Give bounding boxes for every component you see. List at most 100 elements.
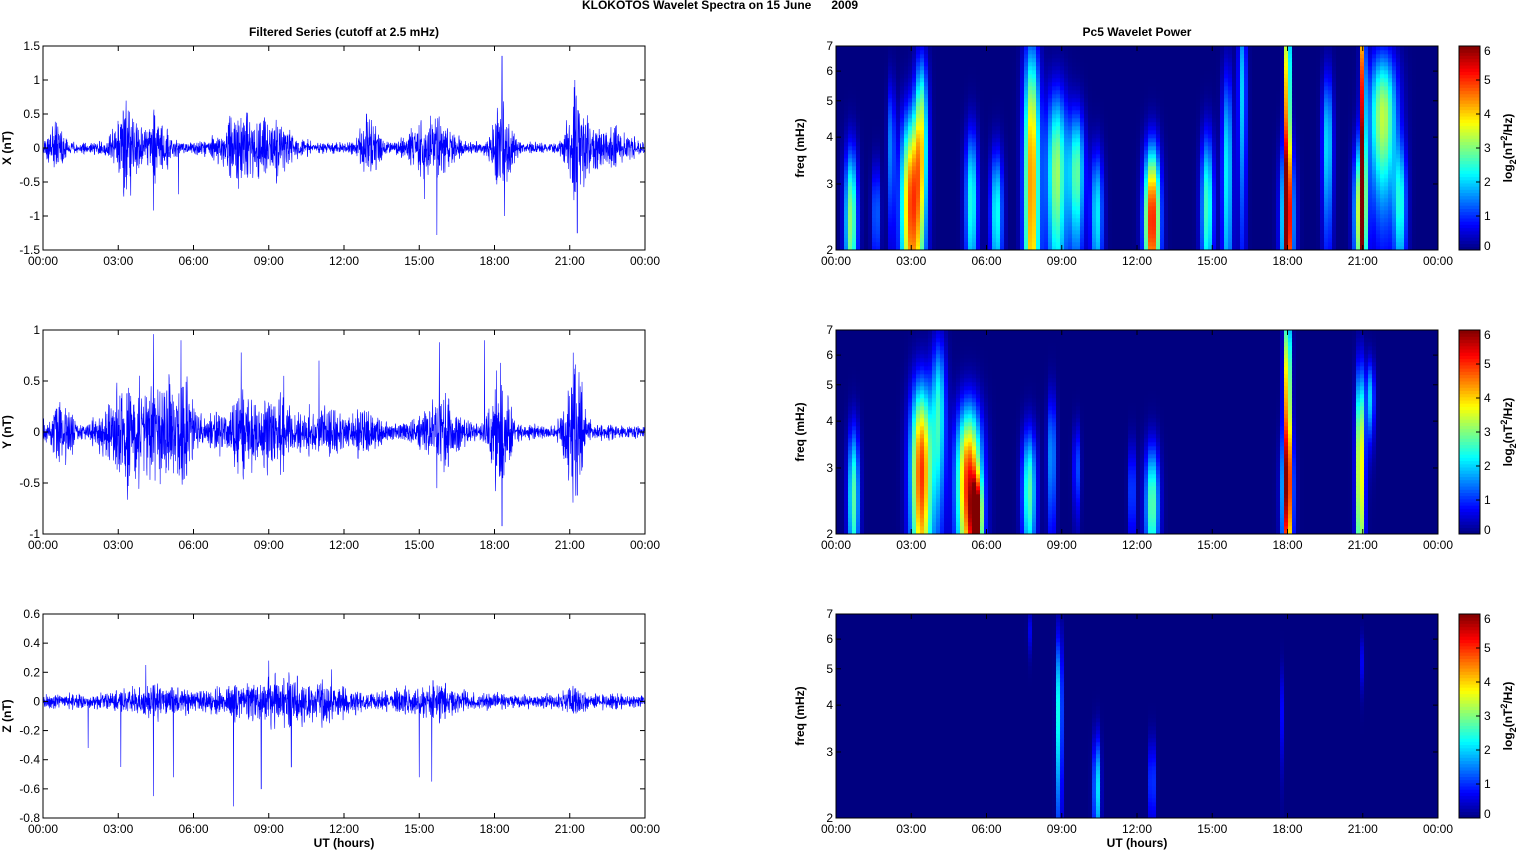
heatmap-cell — [1080, 246, 1085, 251]
heatmap-cell — [1192, 130, 1197, 135]
heatmap-cell — [856, 218, 861, 223]
heatmap-cell — [1108, 126, 1113, 131]
heatmap-cell — [1436, 186, 1439, 191]
heatmap-cell — [1392, 198, 1397, 203]
heatmap-cell — [1296, 198, 1301, 203]
heatmap-cell — [972, 238, 977, 243]
heatmap-cell — [1076, 246, 1081, 251]
heatmap-cell — [992, 162, 997, 167]
heatmap-cell — [996, 222, 1001, 227]
heatmap-cell — [1272, 218, 1277, 223]
heatmap-cell — [968, 146, 973, 151]
heatmap-cell — [1056, 162, 1061, 167]
heatmap-cell — [1272, 210, 1277, 215]
heatmap-cell — [892, 190, 897, 195]
heatmap-cell — [972, 198, 977, 203]
heatmap-cell — [1128, 218, 1133, 223]
heatmap-cell — [980, 190, 985, 195]
heatmap-cell — [1028, 246, 1033, 251]
heatmap-cell — [1004, 134, 1009, 139]
heatmap-cell — [1268, 142, 1273, 147]
heatmap-cell — [1024, 166, 1029, 171]
heatmap-cell — [964, 222, 969, 227]
heatmap-cell — [1032, 182, 1037, 187]
heatmap-cell — [896, 226, 901, 231]
heatmap-cell — [1352, 162, 1357, 167]
heatmap-cell — [1408, 206, 1413, 211]
heatmap-cell — [1224, 142, 1229, 147]
heatmap-cell — [1312, 174, 1317, 179]
heatmap-cell — [908, 146, 913, 151]
heatmap-cell — [924, 190, 929, 195]
heatmap-cell — [1388, 162, 1393, 167]
heatmap-cell — [1432, 218, 1437, 223]
heatmap-cell — [1344, 202, 1349, 207]
heatmap-cell — [844, 154, 849, 159]
heatmap-cell — [884, 210, 889, 215]
heatmap-cell — [848, 194, 853, 199]
heatmap-cell — [1052, 170, 1057, 175]
heatmap-cell — [848, 190, 853, 195]
heatmap-cell — [1196, 142, 1201, 147]
heatmap-cell — [1188, 218, 1193, 223]
heatmap-cell — [1428, 134, 1433, 139]
heatmap-cell — [976, 234, 981, 239]
heatmap-cell — [1264, 190, 1269, 195]
heatmap-cell — [1140, 158, 1145, 163]
heatmap-cell — [1044, 246, 1049, 251]
heatmap-cell — [924, 170, 929, 175]
heatmap-cell — [932, 218, 937, 223]
heatmap-cell — [1056, 146, 1061, 151]
heatmap-cell — [1052, 142, 1057, 147]
heatmap-cell — [968, 198, 973, 203]
heatmap-cell — [1016, 126, 1021, 131]
heatmap-cell — [984, 202, 989, 207]
heatmap-cell — [848, 234, 853, 239]
heatmap-cell — [944, 230, 949, 235]
heatmap-cell — [1300, 206, 1305, 211]
heatmap-cell — [1200, 242, 1205, 247]
heatmap-cell — [900, 234, 905, 239]
heatmap-cell — [856, 226, 861, 231]
heatmap-cell — [1268, 186, 1273, 191]
heatmap-cell — [1380, 158, 1385, 163]
heatmap-cell — [1032, 170, 1037, 175]
heatmap-cell — [1048, 142, 1053, 147]
heatmap-cell — [1108, 202, 1113, 207]
heatmap-cell — [876, 214, 881, 219]
heatmap-cell — [1036, 206, 1041, 211]
heatmap-cell — [880, 190, 885, 195]
heatmap-cell — [984, 234, 989, 239]
heatmap-cell — [1024, 182, 1029, 187]
heatmap-cell — [1204, 174, 1209, 179]
heatmap-cell — [916, 182, 921, 187]
heatmap-cell — [1412, 178, 1417, 183]
heatmap-cell — [1308, 154, 1313, 159]
heatmap-cell — [836, 118, 841, 123]
heatmap-cell — [1100, 134, 1105, 139]
heatmap-cell — [860, 170, 865, 175]
heatmap-cell — [976, 206, 981, 211]
heatmap-cell — [1000, 202, 1005, 207]
heatmap-cell — [1364, 134, 1369, 139]
heatmap-cell — [1008, 150, 1013, 155]
heatmap-cell — [972, 226, 977, 231]
heatmap-cell — [1308, 202, 1313, 207]
heatmap-cell — [928, 130, 933, 135]
heatmap-cell — [1168, 234, 1173, 239]
heatmap-cell — [1152, 130, 1157, 135]
heatmap-cell — [1144, 190, 1149, 195]
heatmap-cell — [1100, 206, 1105, 211]
heatmap-cell — [904, 174, 909, 179]
heatmap-cell — [1340, 214, 1345, 219]
heatmap-cell — [1100, 234, 1105, 239]
heatmap-cell — [1132, 246, 1137, 251]
heatmap-cell — [904, 170, 909, 175]
heatmap-cell — [1412, 174, 1417, 179]
heatmap-cell — [1424, 178, 1429, 183]
heatmap-cell — [1372, 194, 1377, 199]
heatmap-cell — [1428, 186, 1433, 191]
heatmap-cell — [1328, 130, 1333, 135]
heatmap-cell — [908, 246, 913, 251]
heatmap-cell — [908, 170, 913, 175]
